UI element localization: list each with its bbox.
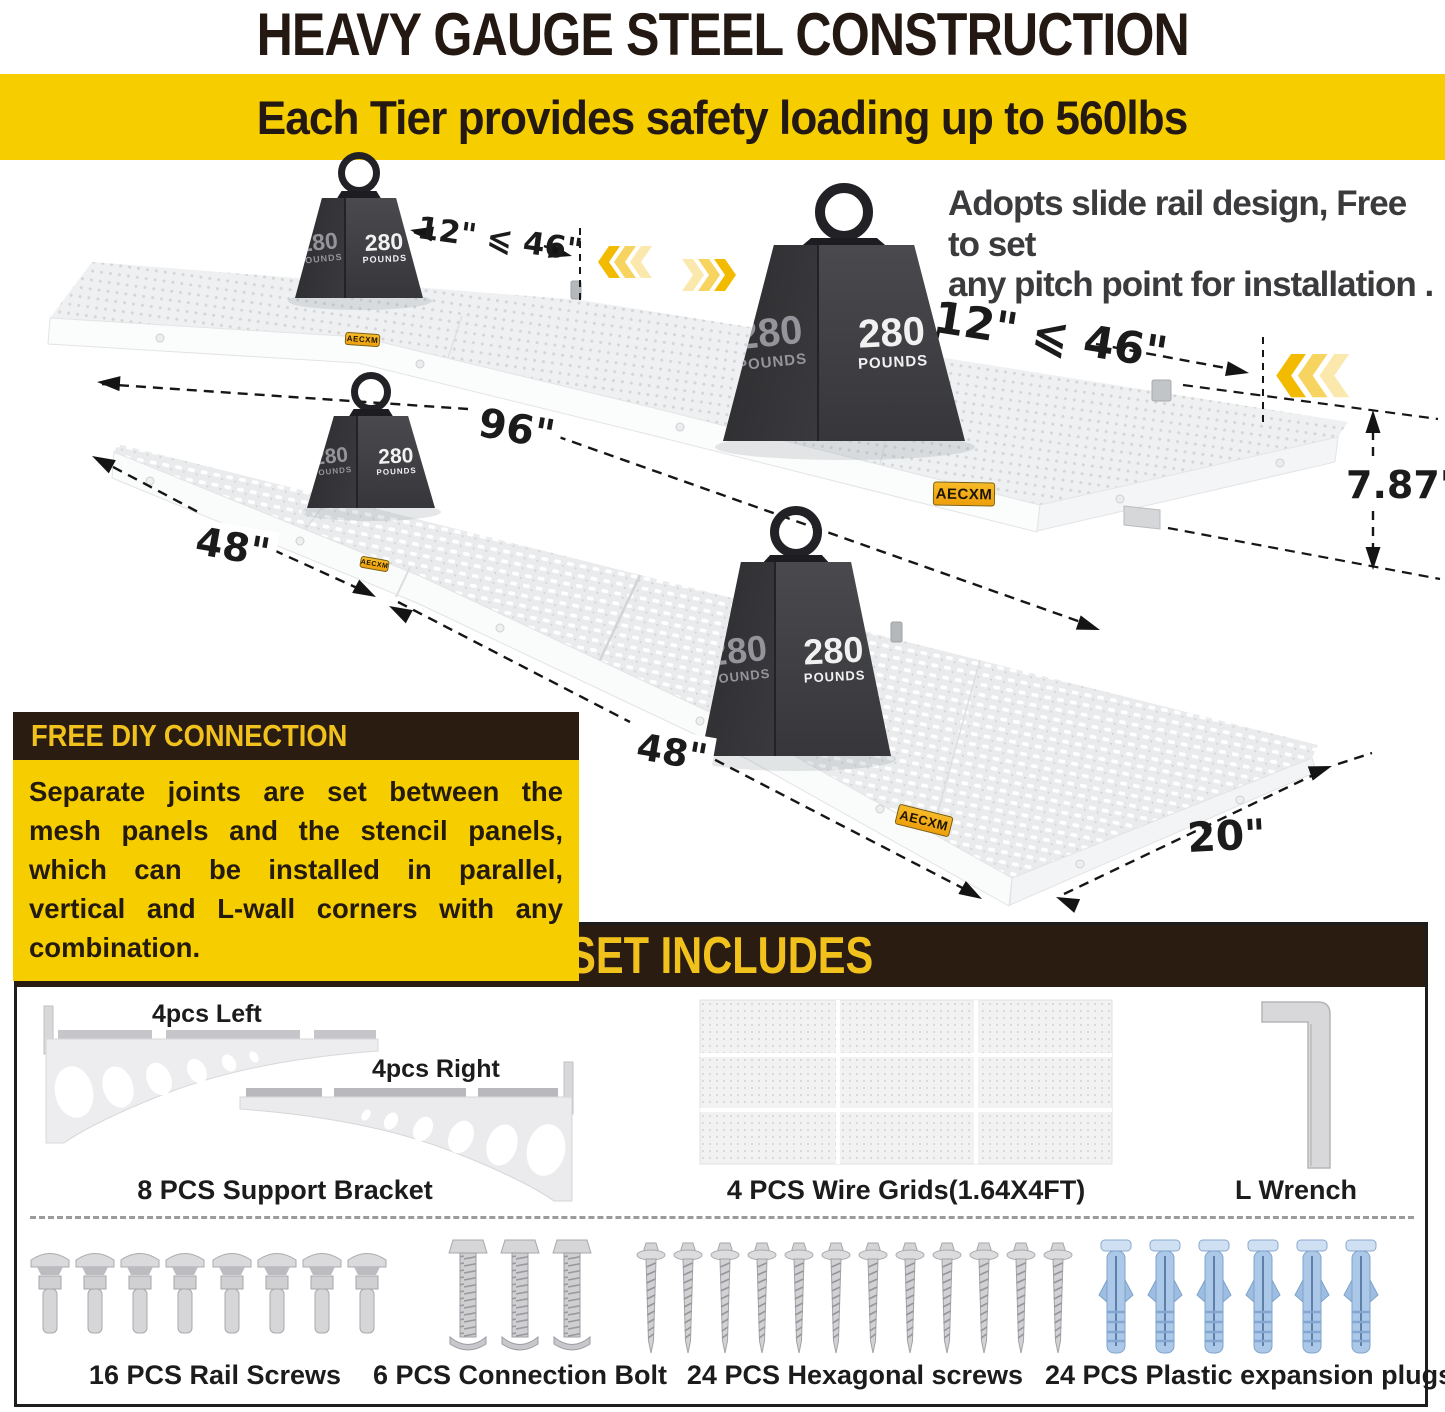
page-title: HEAVY GAUGE STEEL CONSTRUCTION [256,1,1189,69]
support-bracket-right [239,1061,574,1202]
l-wrench [1261,1001,1331,1169]
hexagonal-screws [636,1242,1073,1354]
dim-bracket-height: 7.87" [1340,463,1445,507]
bracket-left-label: 4pcs Left [152,1000,262,1028]
weight-280lb: 280 POUNDS 280 POUNDS [701,506,891,756]
weight-unit: POUNDS [362,252,408,265]
connection-bolt-caption: 6 PCS Connection Bolt [372,1360,667,1390]
shelf-screw-holes [145,476,1245,869]
bracket-right-label: 4pcs Right [372,1055,500,1083]
weight-unit: POUNDS [803,666,866,686]
bracket-caption: 8 PCS Support Bracket [137,1175,433,1205]
weight-value: 280 [378,444,415,470]
weight-280lb: 280 POUNDS 280 POUNDS [723,183,965,441]
weight-value: 280 [364,227,405,256]
top-shelf [47,262,1348,533]
weight-value: 280 [802,628,865,673]
plugs-caption: 24 PCS Plastic expansion plugs [1045,1360,1445,1390]
weight-unit: POUNDS [376,466,418,478]
weight-ring [338,152,380,194]
wire-grid-caption: 4 PCS Wire Grids(1.64X4FT) [726,1175,1086,1205]
wall-tab [1151,379,1172,402]
weight-unit: POUNDS [298,251,344,266]
diy-connection-box: FREE DIY CONNECTION Separate joints are … [13,712,579,982]
weight-ring [351,372,391,412]
slide-rail-peg [570,280,582,300]
support-bracket-left [43,1005,379,1144]
weight-unit: POUNDS [708,665,771,687]
weight-ring [770,506,822,558]
brand-badge: AECXM [344,331,381,348]
note-line-1: Adopts slide rail design, Free to set [948,184,1407,264]
diy-box-text: Separate joints are set between the mesh… [13,760,579,982]
brand-badge: AECXM [932,481,996,507]
slide-left-chevrons-right [1276,354,1350,398]
slide-rail-peg [890,621,903,643]
weight-value: 280 [704,626,769,674]
slide-left-chevrons [598,246,652,278]
dim-shelf-depth: 20" [1186,809,1267,862]
rail-screws [30,1253,387,1334]
hex-screws-caption: 24 PCS Hexagonal screws [686,1360,1024,1390]
rail-screws-caption: 16 PCS Rail Screws [88,1360,342,1390]
weight-value: 280 [856,309,926,357]
expansion-plugs [1097,1238,1380,1355]
diy-box-header: FREE DIY CONNECTION [13,712,579,760]
slide-rail-note: Adopts slide rail design, Free to set an… [948,184,1438,306]
wrench-caption: L Wrench [1234,1175,1358,1205]
wall-bracket-under [1123,505,1161,530]
wire-grid-panel [699,999,1113,1165]
weight-unit: POUNDS [312,465,354,479]
note-line-2: any pitch point for installation . [948,265,1434,305]
weight-unit: POUNDS [857,352,929,374]
set-divider-line [30,1216,1414,1219]
weight-ring [815,183,873,241]
weight-280lb: 280 POUNDS 280 POUNDS [307,372,435,508]
lower-shelf [111,444,1318,907]
load-banner: Each Tier provides safety loading up to … [0,74,1445,160]
dimension-lines [97,228,1441,896]
weight-280lb: 280 POUNDS 280 POUNDS [295,152,423,298]
connection-bolts [448,1239,592,1351]
